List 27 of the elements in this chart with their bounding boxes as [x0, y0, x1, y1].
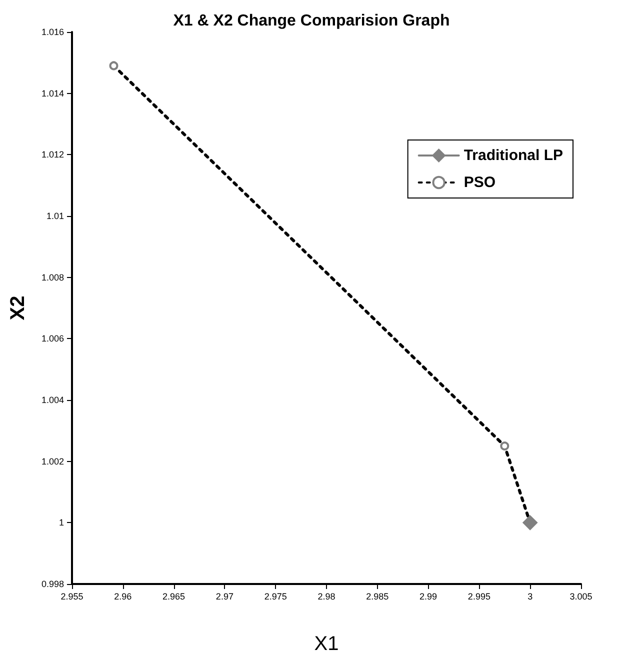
x-tick-label: 2.98 — [318, 592, 336, 602]
y-tick-label: 1.012 — [41, 150, 64, 160]
x-tick-label: 2.995 — [468, 592, 490, 602]
x-tick-label: 3 — [528, 592, 533, 602]
y-tick-label: 1 — [58, 518, 64, 528]
y-tick-label: 0.998 — [41, 579, 64, 589]
y-tick-label: 1.004 — [41, 395, 64, 405]
x-tick-label: 2.965 — [162, 592, 186, 602]
y-tick-label: 1.006 — [41, 334, 64, 344]
x-tick-label: 2.985 — [366, 592, 389, 602]
x-tick-label: 2.97 — [216, 592, 234, 602]
point — [522, 515, 538, 530]
y-tick-label: 1.008 — [41, 272, 64, 282]
x-tick-label: 2.975 — [264, 592, 287, 602]
x-tick-label: 2.99 — [420, 592, 438, 602]
legend-label: Traditional LP — [464, 147, 564, 164]
x-axis-title: X1 — [314, 633, 339, 655]
x-tick-label: 2.955 — [60, 592, 84, 602]
legend-label: PSO — [464, 174, 496, 191]
x-tick-label: 2.96 — [114, 592, 132, 602]
chart-title: X1 & X2 Change Comparision Graph — [173, 12, 450, 30]
y-tick-label: 1.014 — [41, 88, 64, 98]
y-axis-title: X2 — [7, 296, 29, 320]
x-tick-label: 3.005 — [570, 592, 592, 602]
y-tick-label: 1.01 — [46, 211, 64, 221]
y-tick-label: 1.016 — [41, 27, 64, 37]
y-tick-label: 1.002 — [41, 456, 64, 466]
